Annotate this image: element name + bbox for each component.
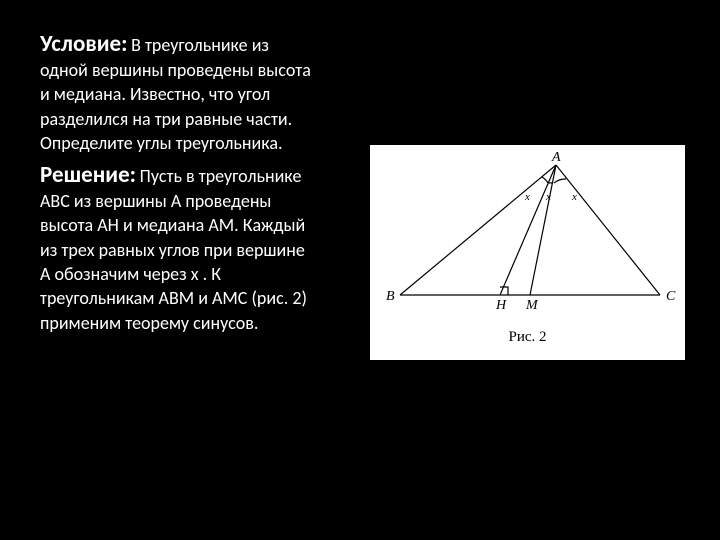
angle-x3: x (571, 191, 577, 203)
condition-paragraph: Условие: В треугольнике из одной вершины… (40, 30, 315, 155)
text-column: Условие: В треугольнике из одной вершины… (40, 30, 330, 510)
label-B: B (386, 289, 395, 304)
label-M: M (525, 298, 539, 313)
line-AM (530, 165, 556, 295)
angle-x2: x (545, 191, 551, 203)
solution-body: Пусть в треугольнике ABC из вершины A пр… (40, 165, 307, 333)
line-AH (500, 165, 556, 295)
label-A: A (551, 150, 561, 165)
angle-x1: x (524, 191, 530, 203)
angle-labels: x x x (524, 191, 577, 203)
figure-box: A B C H M x x x Рис. 2 (370, 145, 685, 360)
line-AC (556, 165, 660, 295)
figure-caption: Рис. 2 (370, 329, 685, 346)
solution-heading: Решение: (40, 161, 136, 189)
label-H: H (495, 298, 507, 313)
condition-heading: Условие: (40, 30, 127, 58)
angle-arc-3 (554, 179, 566, 183)
triangle-diagram: A B C H M x x x (370, 145, 685, 330)
line-AB (400, 165, 556, 295)
angle-arc-1 (542, 177, 548, 183)
label-C: C (666, 289, 676, 304)
diagram-lines (400, 165, 660, 295)
solution-paragraph: Решение: Пусть в треугольнике ABC из вер… (40, 161, 315, 335)
